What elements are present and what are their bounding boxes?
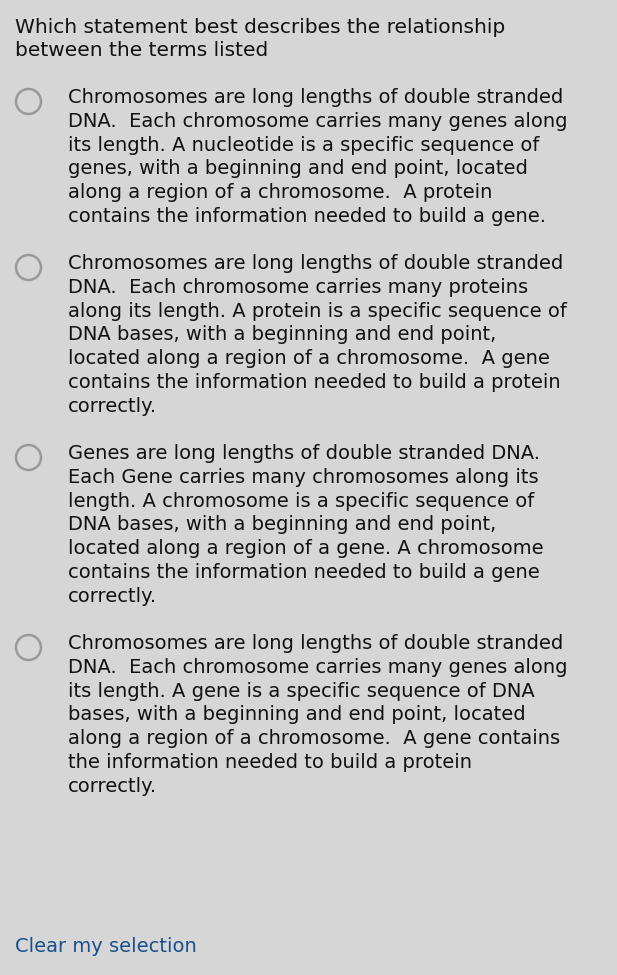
Text: Chromosomes are long lengths of double stranded
DNA.  Each chromosome carries ma: Chromosomes are long lengths of double s… [68,634,568,796]
Text: Which statement best describes the relationship
between the terms listed: Which statement best describes the relat… [15,18,505,60]
Text: Chromosomes are long lengths of double stranded
DNA.  Each chromosome carries ma: Chromosomes are long lengths of double s… [68,254,567,415]
Text: Genes are long lengths of double stranded DNA.
Each Gene carries many chromosome: Genes are long lengths of double strande… [68,444,544,605]
Text: Chromosomes are long lengths of double stranded
DNA.  Each chromosome carries ma: Chromosomes are long lengths of double s… [68,88,568,226]
Text: Clear my selection: Clear my selection [15,937,197,956]
